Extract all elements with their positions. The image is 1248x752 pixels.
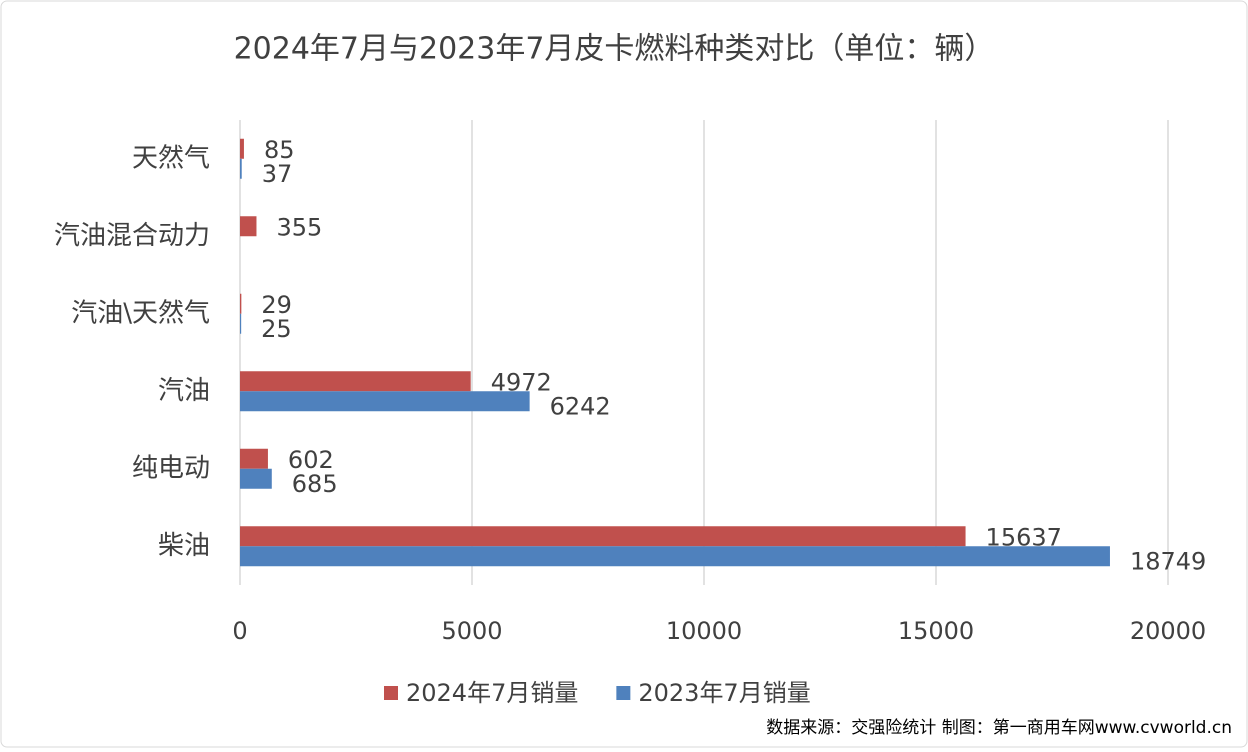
legend-swatch xyxy=(616,686,631,700)
bar xyxy=(240,216,257,237)
legend-swatch xyxy=(384,686,398,700)
bar xyxy=(240,391,530,412)
y-tick-label: 天然气 xyxy=(132,143,210,173)
source-note: 数据来源：交强险统计 制图：第一商用车网www.cvworld.cn xyxy=(766,718,1232,738)
data-label: 6242 xyxy=(550,392,611,420)
data-label: 685 xyxy=(292,470,338,498)
bar xyxy=(240,546,1110,567)
x-tick-label: 10000 xyxy=(666,617,742,645)
x-tick-label: 20000 xyxy=(1130,617,1206,645)
data-label: 25 xyxy=(261,315,292,343)
x-tick-label: 15000 xyxy=(898,617,974,645)
bar xyxy=(240,138,244,159)
data-label: 85 xyxy=(264,136,295,164)
data-label: 602 xyxy=(288,446,334,474)
bar xyxy=(240,158,242,179)
chart-title: 2024年7月与2023年7月皮卡燃料种类对比（单位：辆） xyxy=(234,32,995,67)
legend-label: 2024年7月销量 xyxy=(406,679,578,707)
bar xyxy=(240,313,242,334)
bar xyxy=(240,468,272,489)
data-label: 18749 xyxy=(1130,547,1206,575)
x-tick-label: 0 xyxy=(232,617,247,645)
legend-label: 2023年7月销量 xyxy=(638,679,810,707)
y-tick-label: 柴油 xyxy=(158,531,210,561)
x-tick-label: 5000 xyxy=(441,617,502,645)
y-tick-label: 汽油 xyxy=(158,376,210,406)
data-label: 355 xyxy=(276,213,322,241)
bar xyxy=(240,371,471,392)
bar xyxy=(240,293,242,314)
bar xyxy=(240,448,268,469)
data-label: 37 xyxy=(262,160,293,188)
data-label: 29 xyxy=(261,291,292,319)
y-tick-label: 汽油\天然气 xyxy=(71,298,210,328)
y-tick-label: 汽油混合动力 xyxy=(54,221,210,251)
y-tick-label: 纯电动 xyxy=(132,453,210,483)
bar xyxy=(240,526,966,547)
